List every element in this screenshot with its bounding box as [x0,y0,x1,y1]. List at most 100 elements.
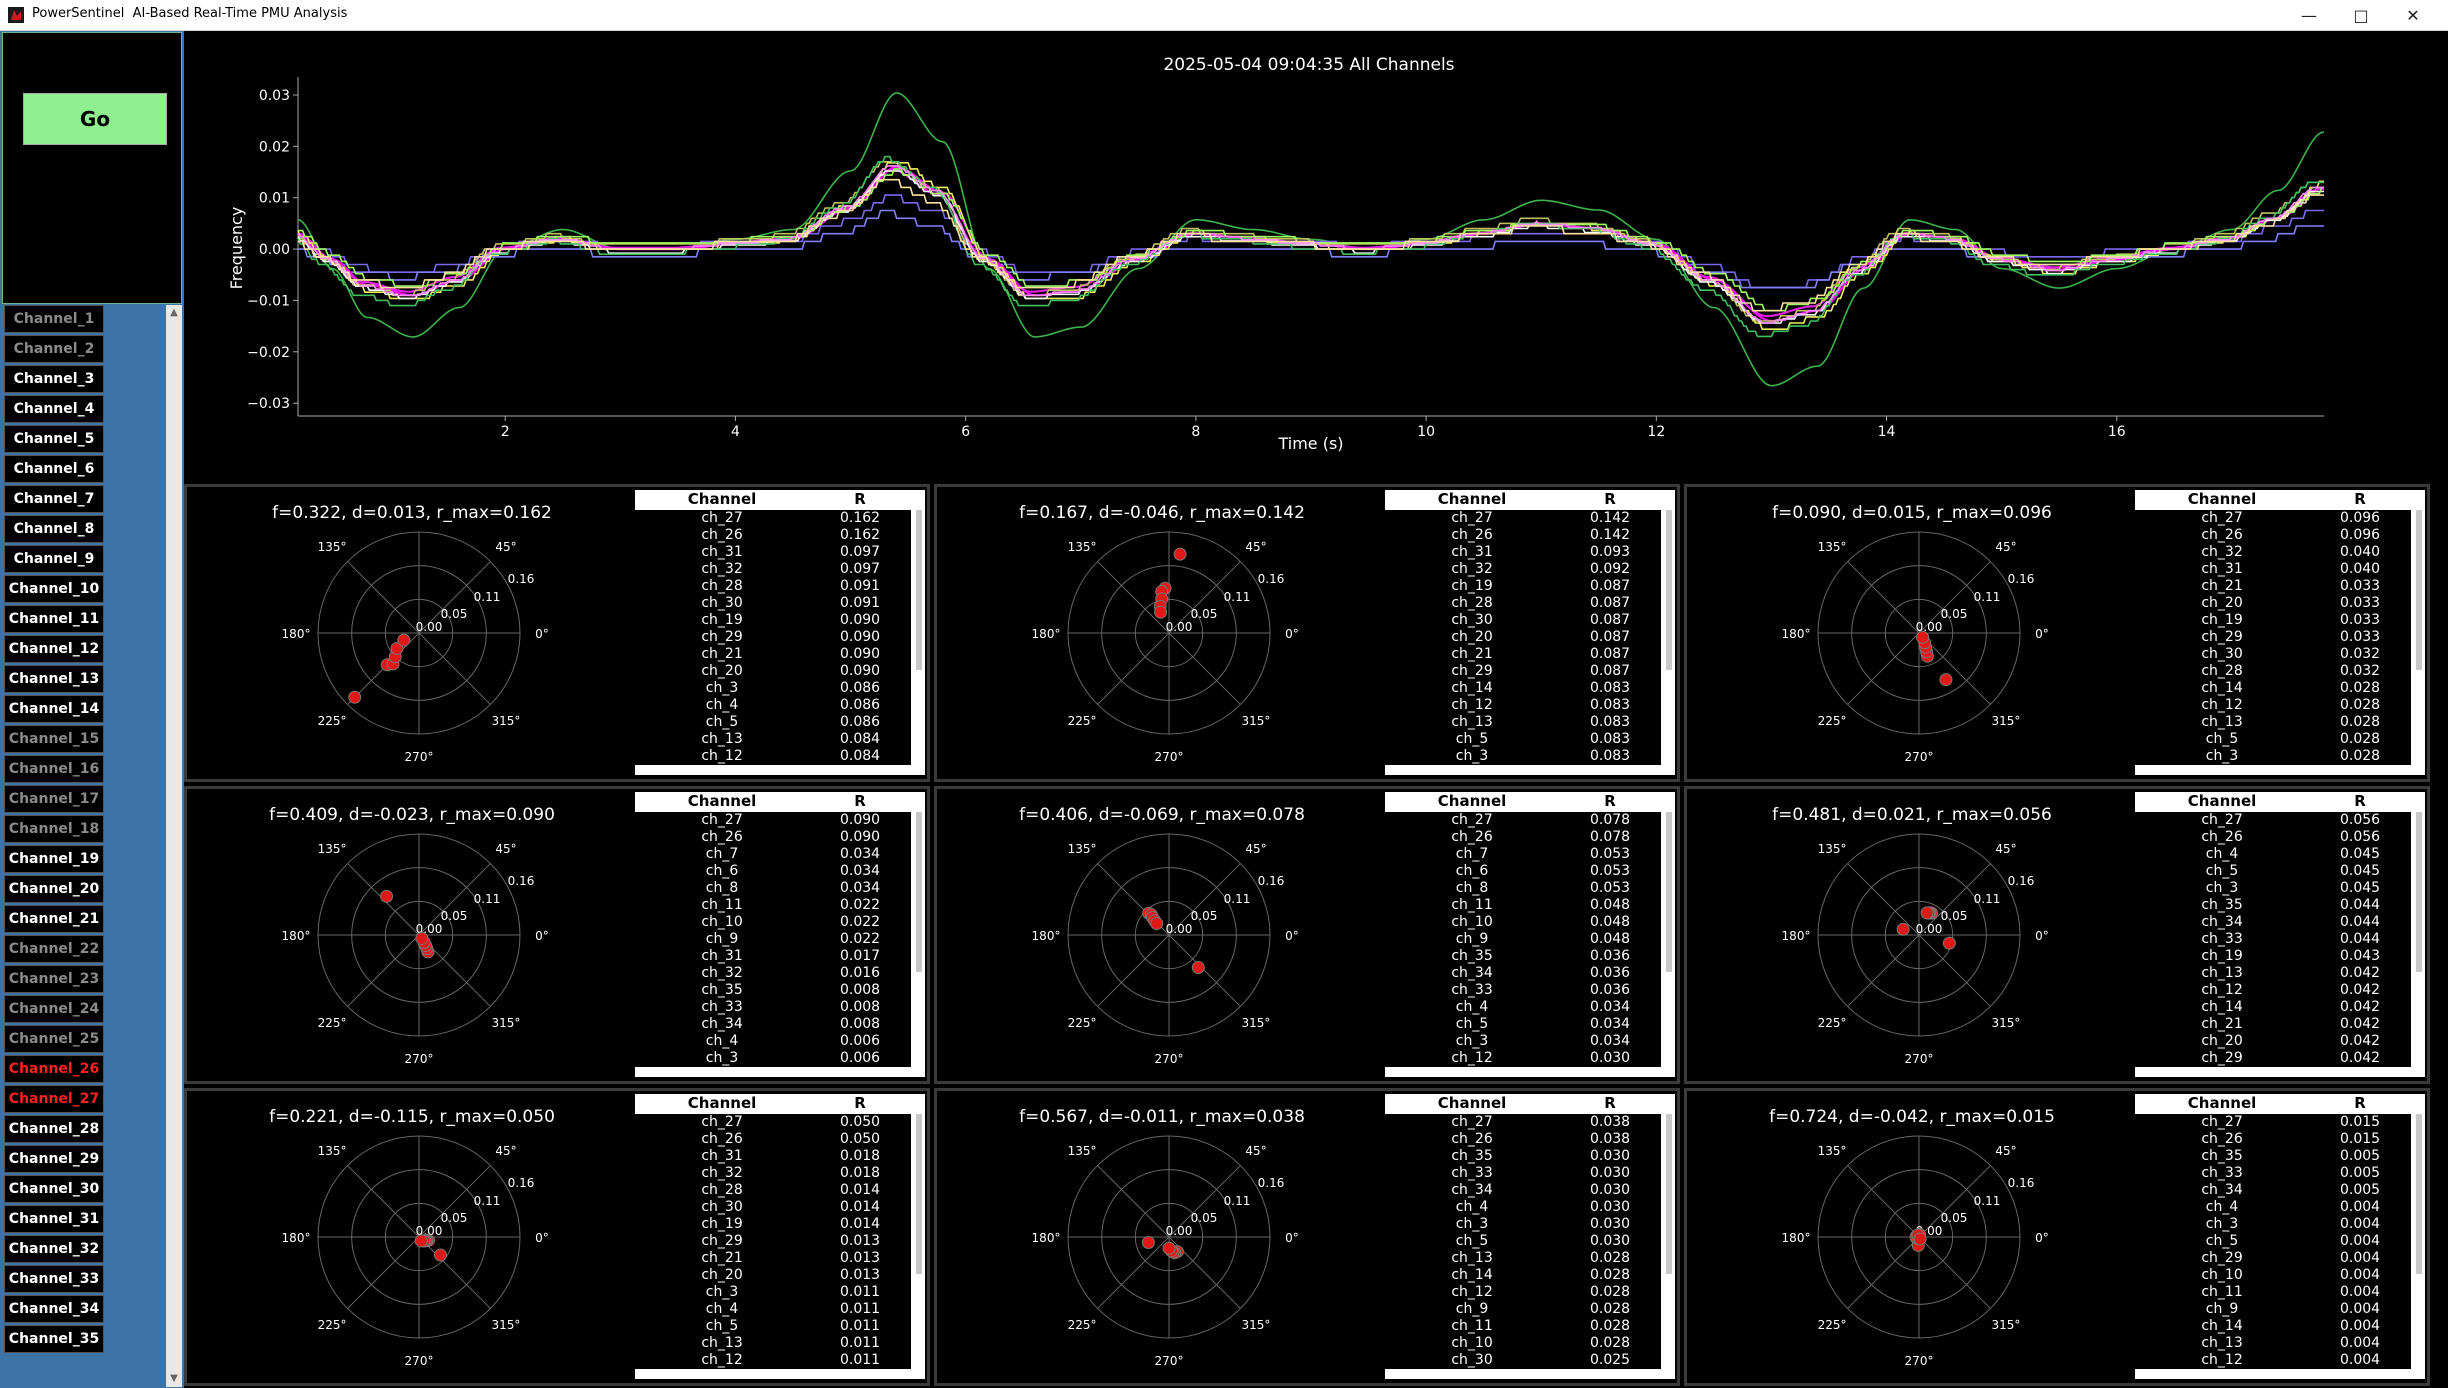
table-row[interactable]: ch_30 0.087 [1385,612,1661,629]
table-row[interactable]: ch_3 0.083 [1385,748,1661,765]
table-row[interactable]: ch_14 0.028 [2135,680,2411,697]
column-header-channel[interactable]: Channel [635,792,810,812]
column-header-channel[interactable]: Channel [1385,490,1560,510]
table-row[interactable]: ch_20 0.087 [1385,629,1661,646]
channel-button-32[interactable]: Channel_32 [4,1235,104,1263]
table-row[interactable]: ch_5 0.045 [2135,863,2411,880]
channel-button-31[interactable]: Channel_31 [4,1205,104,1233]
table-row[interactable]: ch_9 0.028 [1385,1301,1661,1318]
table-row[interactable]: ch_12 0.083 [1385,697,1661,714]
table-row[interactable]: ch_34 0.030 [1385,1182,1661,1199]
table-row[interactable]: ch_27 0.096 [2135,509,2411,527]
channel-button-19[interactable]: Channel_19 [4,845,104,873]
table-row[interactable]: ch_19 0.014 [635,1216,911,1233]
table-scrollbar[interactable] [916,1114,922,1274]
table-row[interactable]: ch_27 0.050 [635,1113,911,1131]
table-row[interactable]: ch_13 0.042 [2135,965,2411,982]
table-row[interactable]: ch_5 0.086 [635,714,911,731]
table-row[interactable]: ch_31 0.040 [2135,561,2411,578]
table-row[interactable]: ch_34 0.036 [1385,965,1661,982]
table-row[interactable]: ch_8 0.034 [635,880,911,897]
table-row[interactable]: ch_21 0.013 [635,1250,911,1267]
table-row[interactable]: ch_31 0.017 [635,948,911,965]
channel-button-3[interactable]: Channel_3 [4,365,104,393]
channel-button-7[interactable]: Channel_7 [4,485,104,513]
table-row[interactable]: ch_32 0.018 [635,1165,911,1182]
table-row[interactable]: ch_26 0.142 [1385,527,1661,544]
table-row[interactable]: ch_20 0.042 [2135,1033,2411,1050]
channel-button-29[interactable]: Channel_29 [4,1145,104,1173]
channel-button-30[interactable]: Channel_30 [4,1175,104,1203]
table-row[interactable]: ch_26 0.056 [2135,829,2411,846]
channel-button-2[interactable]: Channel_2 [4,335,104,363]
column-header-channel[interactable]: Channel [2135,792,2310,812]
table-row[interactable]: ch_12 0.042 [2135,982,2411,999]
table-row[interactable]: ch_5 0.004 [2135,1233,2411,1250]
table-row[interactable]: ch_12 0.028 [1385,1284,1661,1301]
table-row[interactable]: ch_6 0.034 [635,863,911,880]
channel-button-8[interactable]: Channel_8 [4,515,104,543]
table-row[interactable]: ch_10 0.022 [635,914,911,931]
table-row[interactable]: ch_6 0.053 [1385,863,1661,880]
scroll-down-arrow-icon[interactable]: ▼ [170,1373,178,1384]
table-row[interactable]: ch_21 0.042 [2135,1016,2411,1033]
table-row[interactable]: ch_31 0.018 [635,1148,911,1165]
channel-list-scrollbar[interactable]: ▲ ▼ [166,305,182,1387]
table-row[interactable]: ch_3 0.030 [1385,1216,1661,1233]
table-row[interactable]: ch_35 0.005 [2135,1148,2411,1165]
channel-button-4[interactable]: Channel_4 [4,395,104,423]
table-row[interactable]: ch_26 0.090 [635,829,911,846]
channel-button-33[interactable]: Channel_33 [4,1265,104,1293]
table-row[interactable]: ch_32 0.092 [1385,561,1661,578]
channel-button-27[interactable]: Channel_27 [4,1085,104,1113]
table-row[interactable]: ch_4 0.006 [635,1033,911,1050]
channel-button-9[interactable]: Channel_9 [4,545,104,573]
close-button[interactable]: ✕ [2388,0,2438,30]
table-row[interactable]: ch_13 0.004 [2135,1335,2411,1352]
channel-button-17[interactable]: Channel_17 [4,785,104,813]
table-row[interactable]: ch_12 0.084 [635,748,911,765]
table-row[interactable]: ch_5 0.028 [2135,731,2411,748]
table-row[interactable]: ch_14 0.028 [1385,1267,1661,1284]
table-row[interactable]: ch_7 0.053 [1385,846,1661,863]
table-row[interactable]: ch_3 0.034 [1385,1033,1661,1050]
table-row[interactable]: ch_35 0.036 [1385,948,1661,965]
column-header-channel[interactable]: Channel [2135,1094,2310,1114]
column-header-r[interactable]: R [1559,1094,1661,1114]
table-scrollbar[interactable] [916,510,922,670]
table-row[interactable]: ch_9 0.004 [2135,1301,2411,1318]
channel-button-21[interactable]: Channel_21 [4,905,104,933]
maximize-button[interactable]: □ [2336,0,2386,30]
table-row[interactable]: ch_19 0.087 [1385,578,1661,595]
channel-button-1[interactable]: Channel_1 [4,305,104,333]
table-row[interactable]: ch_4 0.011 [635,1301,911,1318]
table-row[interactable]: ch_27 0.056 [2135,811,2411,829]
table-row[interactable]: ch_29 0.013 [635,1233,911,1250]
table-row[interactable]: ch_9 0.048 [1385,931,1661,948]
table-scrollbar[interactable] [1666,812,1672,972]
table-scrollbar[interactable] [2416,510,2422,670]
table-row[interactable]: ch_3 0.006 [635,1050,911,1067]
table-row[interactable]: ch_19 0.090 [635,612,911,629]
table-row[interactable]: ch_30 0.032 [2135,646,2411,663]
table-row[interactable]: ch_3 0.004 [2135,1216,2411,1233]
table-row[interactable]: ch_8 0.053 [1385,880,1661,897]
table-row[interactable]: ch_4 0.034 [1385,999,1661,1016]
table-row[interactable]: ch_13 0.028 [2135,714,2411,731]
table-row[interactable]: ch_34 0.005 [2135,1182,2411,1199]
table-row[interactable]: ch_27 0.015 [2135,1113,2411,1131]
column-header-r[interactable]: R [1559,792,1661,812]
table-row[interactable]: ch_21 0.033 [2135,578,2411,595]
channel-button-15[interactable]: Channel_15 [4,725,104,753]
table-row[interactable]: ch_7 0.034 [635,846,911,863]
table-row[interactable]: ch_10 0.004 [2135,1267,2411,1284]
channel-button-20[interactable]: Channel_20 [4,875,104,903]
table-row[interactable]: ch_11 0.004 [2135,1284,2411,1301]
table-row[interactable]: ch_33 0.030 [1385,1165,1661,1182]
column-header-channel[interactable]: Channel [635,1094,810,1114]
channel-button-34[interactable]: Channel_34 [4,1295,104,1323]
table-row[interactable]: ch_26 0.038 [1385,1131,1661,1148]
column-header-channel[interactable]: Channel [1385,792,1560,812]
channel-button-14[interactable]: Channel_14 [4,695,104,723]
column-header-r[interactable]: R [2309,1094,2411,1114]
